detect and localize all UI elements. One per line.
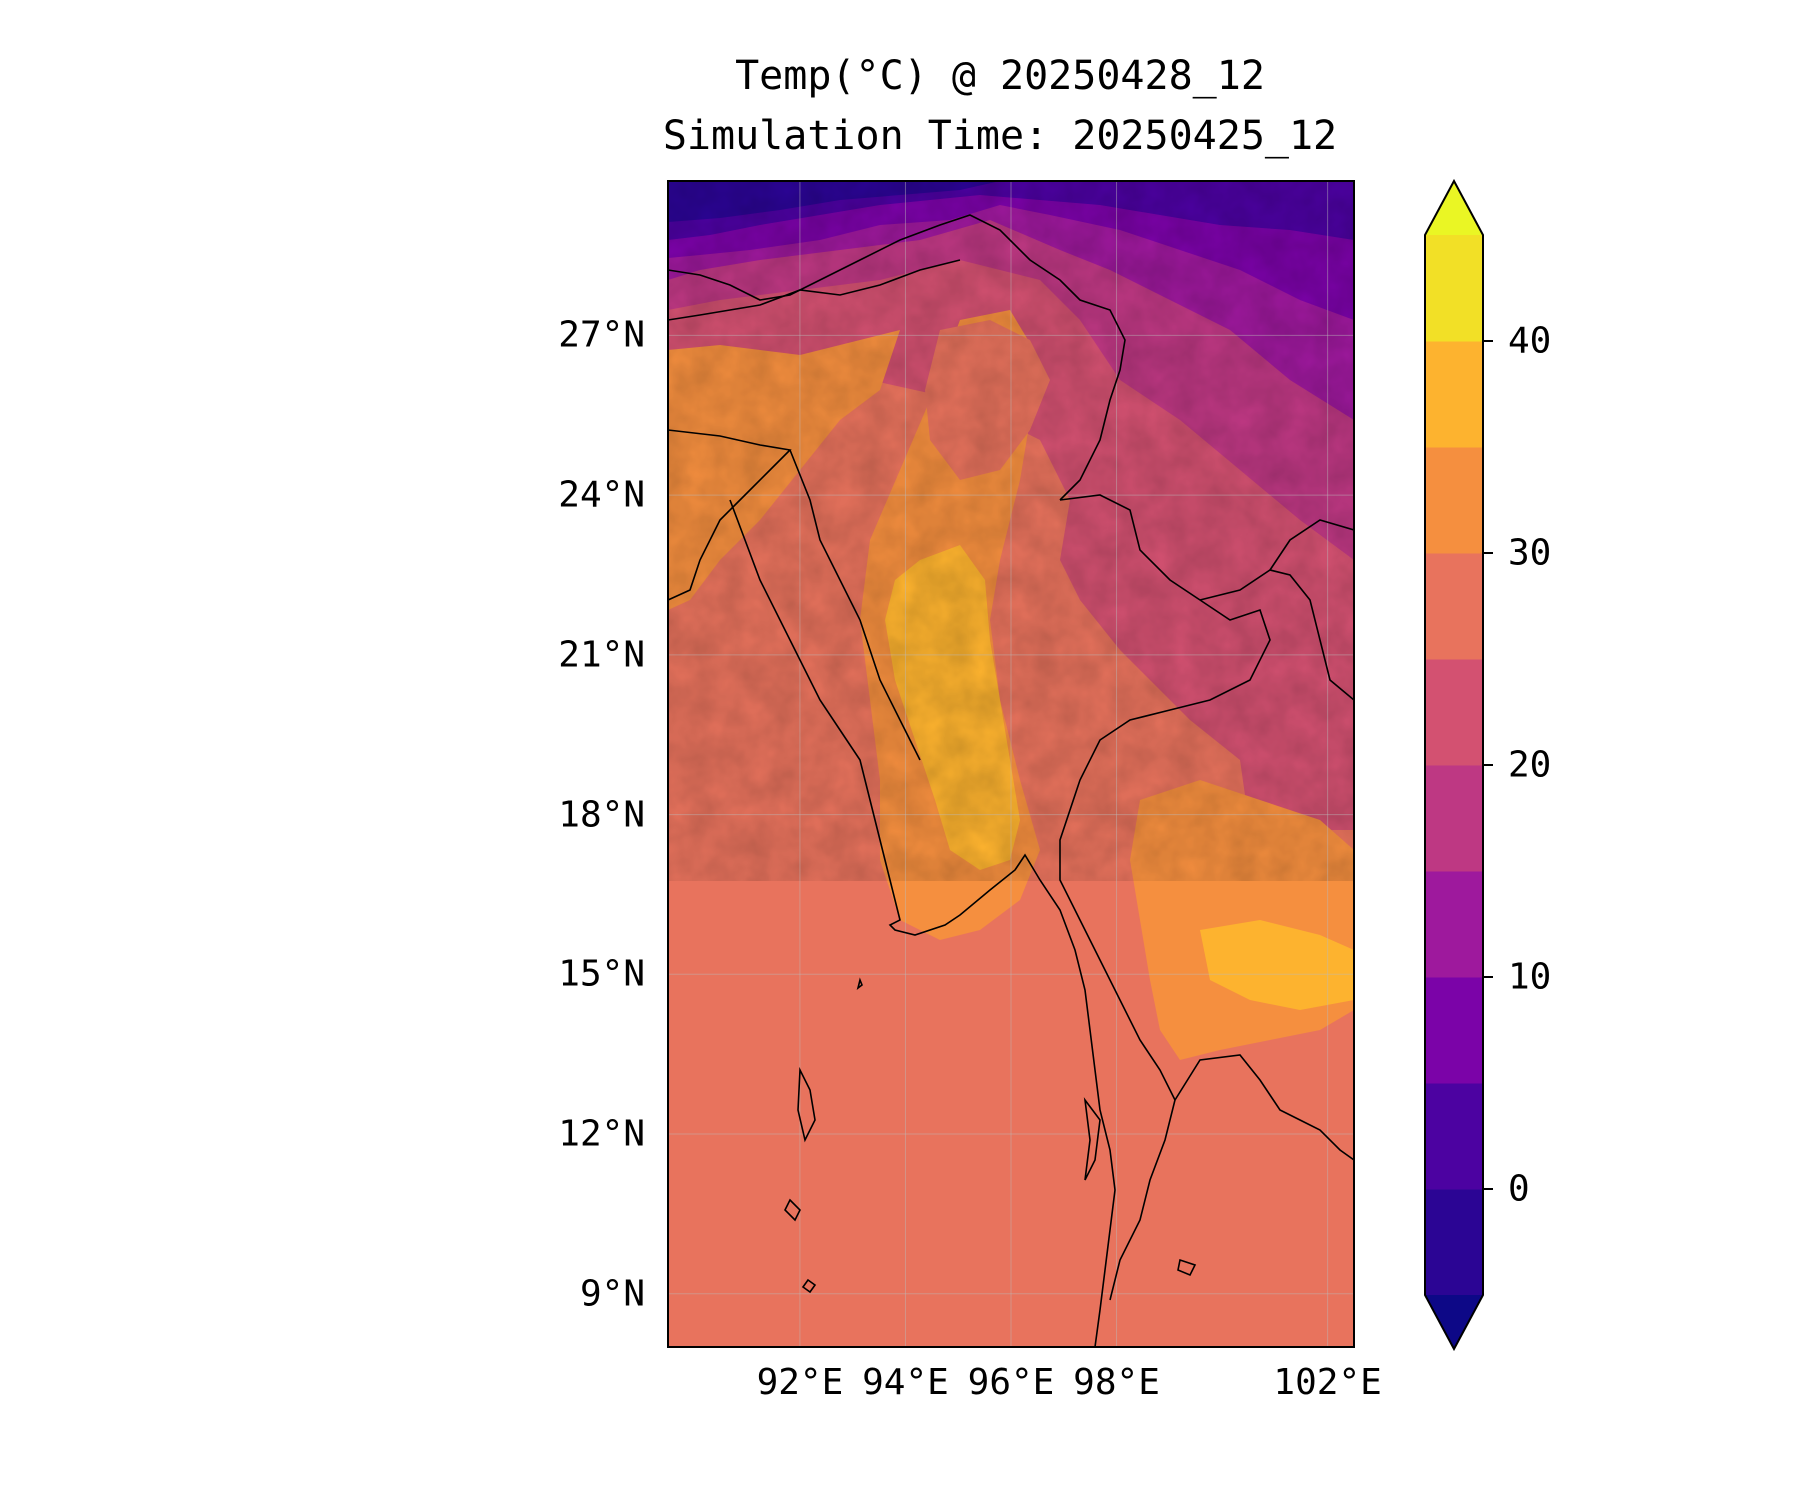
lat-tick-label: 12°N — [558, 1113, 645, 1155]
gridlines — [668, 181, 1354, 1347]
colorbar-bin — [1425, 765, 1483, 872]
temperature-field — [668, 181, 1354, 1347]
myanmar-east-border — [1059, 494, 1271, 1301]
colorbar-bin — [1425, 977, 1483, 1084]
colorbar-bin — [1425, 553, 1483, 660]
colorbar-tick-label: 10 — [1508, 956, 1552, 998]
thailand-border — [1174, 1054, 1354, 1161]
china-laos-border — [1269, 519, 1354, 571]
thailand-hot-core — [1200, 920, 1354, 1010]
lat-tick-label: 24°N — [558, 474, 645, 516]
colorbar-bin — [1425, 235, 1483, 342]
coastlines-borders — [668, 214, 1354, 1347]
map-title: Temp(°C) @ 20250428_12 — [735, 53, 1265, 99]
colorbar-outline — [1424, 178, 1484, 1352]
colorbar-under-extension — [1425, 1295, 1483, 1349]
lat-tick-label: 18°N — [558, 794, 645, 836]
colorbar-bin — [1425, 1189, 1483, 1296]
laos-border — [1199, 569, 1354, 701]
map-frame — [667, 180, 1355, 1348]
lat-tick-label: 15°N — [558, 953, 645, 995]
lon-tick-label: 102°E — [1273, 1362, 1382, 1403]
lon-tick-label: 96°E — [967, 1362, 1055, 1403]
tibet-border — [668, 259, 961, 321]
island-6 — [856, 977, 863, 990]
terrain-texture — [668, 181, 1354, 881]
island-3 — [801, 1278, 817, 1294]
colorbar-tick-label: 40 — [1508, 320, 1552, 362]
colorbar-bin — [1425, 659, 1483, 766]
map-subtitle: Simulation Time: 20250425_12 — [662, 113, 1338, 159]
lon-tick-label: 98°E — [1073, 1362, 1160, 1403]
island-4 — [1083, 1097, 1101, 1181]
colorbar-bin — [1425, 447, 1483, 554]
india-border — [789, 449, 921, 761]
colorbar-bin — [1425, 871, 1483, 978]
colorbar-bin — [1425, 1083, 1483, 1190]
colorbar — [1424, 178, 1493, 1352]
lat-tick-label: 9°N — [579, 1273, 645, 1315]
lat-tick-label: 21°N — [558, 634, 645, 676]
island-5 — [1177, 1258, 1197, 1277]
myanmar-north-border — [668, 214, 1126, 501]
myanmar-coastline — [729, 499, 1116, 1347]
colorbar-bin — [1425, 341, 1483, 448]
lon-tick-label: 92°E — [756, 1362, 844, 1403]
island-1 — [797, 1066, 816, 1143]
colorbar-tick-label: 0 — [1508, 1168, 1530, 1210]
colorbar-over-extension — [1425, 181, 1483, 235]
island-2 — [784, 1198, 801, 1222]
bangladesh-coast — [668, 429, 792, 601]
colorbar-tick-label: 20 — [1508, 744, 1552, 786]
colorbar-tick-label: 30 — [1508, 532, 1552, 574]
lat-tick-label: 27°N — [558, 314, 645, 356]
lon-tick-label: 94°E — [862, 1362, 949, 1403]
